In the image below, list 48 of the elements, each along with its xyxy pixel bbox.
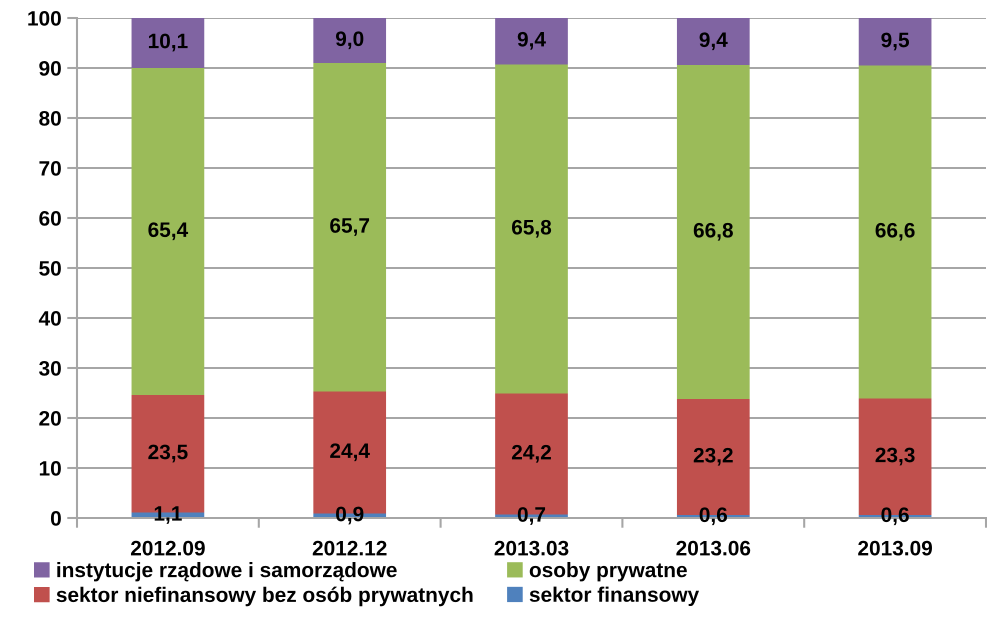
bar — [495, 18, 568, 64]
bar — [495, 64, 568, 394]
data-label: 65,8 — [512, 220, 552, 238]
data-label: 66,8 — [694, 222, 733, 241]
y-tick-label: 60 — [39, 211, 61, 226]
legend-label: osoby prywatne — [530, 562, 687, 582]
legend-label: sektor niefinansowy bez osób prywatnych — [56, 586, 473, 606]
y-tick-label: 30 — [39, 361, 61, 376]
x-tick-label: 2012.12 — [312, 540, 387, 556]
data-label: 24,2 — [512, 444, 551, 463]
data-label: 24,4 — [330, 443, 370, 462]
data-label: 9,0 — [336, 31, 364, 50]
x-tick-label: 2013.09 — [858, 540, 932, 556]
data-label: 0,6 — [881, 507, 909, 526]
data-label: 9,4 — [700, 32, 728, 50]
data-label: 0,7 — [518, 507, 546, 525]
y-tick-label: 40 — [38, 311, 61, 326]
data-label: 65,4 — [148, 222, 188, 240]
y-tick-label: 10 — [40, 461, 61, 476]
legend-label: sektor finansowy — [530, 586, 700, 606]
x-tick-label: 2013.03 — [494, 540, 568, 556]
bar — [676, 65, 750, 399]
bar — [313, 18, 386, 63]
y-tick-label: 70 — [39, 161, 61, 176]
bar — [858, 18, 932, 66]
data-label: 0,6 — [700, 507, 728, 526]
data-label: 65,7 — [330, 218, 370, 236]
x-tick-label: 2013.06 — [676, 540, 750, 556]
data-label: 9,5 — [881, 32, 909, 50]
bar — [132, 68, 204, 395]
data-label: 9,4 — [518, 32, 546, 50]
y-tick-label: 80 — [39, 111, 61, 126]
bar — [132, 18, 204, 68]
data-label: 23,3 — [876, 448, 915, 466]
data-label: 23,2 — [694, 448, 733, 466]
data-label: 66,6 — [876, 222, 915, 241]
y-tick-label: 90 — [39, 61, 61, 76]
data-label: 10,1 — [148, 34, 188, 52]
x-tick-label: 2012.09 — [130, 540, 205, 556]
y-tick-label: 20 — [39, 411, 61, 426]
y-tick-label: 100 — [28, 11, 61, 26]
legend-label: instytucje rządowe i samorządowe — [57, 562, 397, 582]
y-tick-label: 50 — [39, 261, 61, 276]
bar — [313, 63, 386, 392]
y-tick-label: 0 — [50, 511, 61, 526]
bar — [676, 18, 750, 65]
bar — [858, 66, 932, 398]
data-label: 23,5 — [148, 444, 188, 462]
